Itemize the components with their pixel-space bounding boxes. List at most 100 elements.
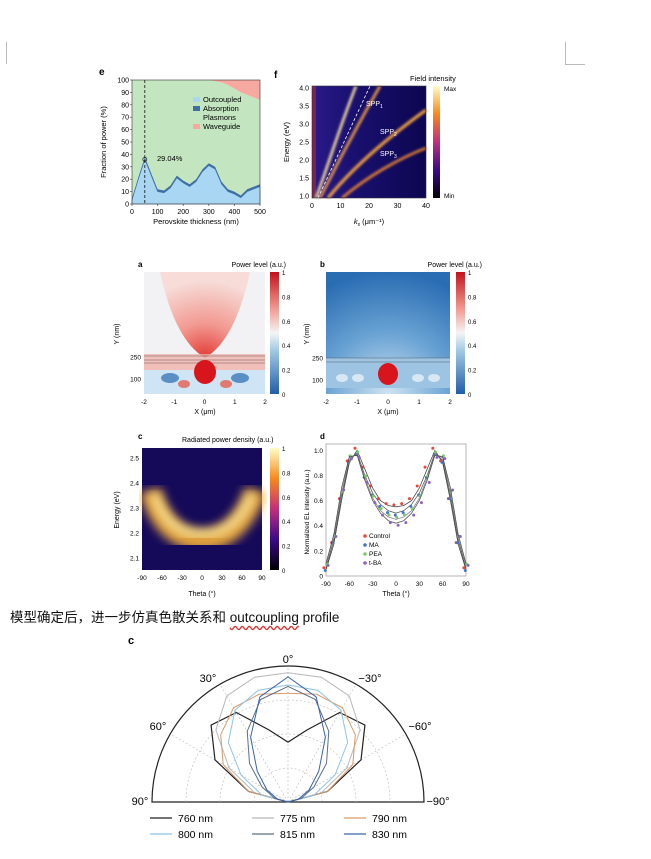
x-tick-label: 0 <box>394 581 398 588</box>
polar-curve-775-nm <box>215 672 361 803</box>
legend-outcoupled: Outcoupled <box>203 95 241 104</box>
colorbar-tick-label: 0.4 <box>282 344 291 350</box>
x-tick-label: 40 <box>422 203 430 210</box>
legend-plasmons: Plasmons <box>203 113 236 122</box>
y-tick-label: 1.0 <box>314 448 323 455</box>
x-tick-label: 0 <box>203 399 207 406</box>
x-tick-label: -90 <box>321 581 331 588</box>
point-t-ba <box>435 455 439 459</box>
y-tick-label: 100 <box>312 378 323 385</box>
figure-d-ylabel: Normalized EL intensity (a.u.) <box>304 469 311 554</box>
figure-e-plot: 0 100 200 300 400 500 0 10 20 30 40 50 60 70 80 90 100 <box>117 78 266 217</box>
x-tick-label: -1 <box>354 399 360 406</box>
point-ma <box>393 513 397 517</box>
y-tick-label: 1.0 <box>299 194 309 201</box>
crop-mark-left <box>6 42 15 64</box>
y-tick-label: 80 <box>121 102 129 109</box>
point-t-ba <box>443 457 447 461</box>
y-tick-label: 4.0 <box>299 86 309 93</box>
x-tick-label: 0 <box>200 575 204 582</box>
figure-f-left-band <box>312 86 316 198</box>
x-tick-label: 10 <box>337 203 345 210</box>
legend-tba: t-BA <box>369 560 382 567</box>
mode-label-spp3: SPP3 <box>380 151 397 160</box>
figure-d-plot <box>322 446 470 572</box>
colorbar-tick-label: 0.6 <box>282 496 291 502</box>
figure-f-ylabel: Energy (eV) <box>282 121 291 162</box>
x-tick-label: 0 <box>130 209 134 216</box>
figure-e-legend: Outcoupled Absorption Plasmons Waveguide <box>193 95 241 131</box>
y-tick-label: 0.6 <box>314 498 323 505</box>
y-tick-label: 2.5 <box>299 140 309 147</box>
point-control <box>400 502 404 506</box>
y-tick-label: 40 <box>121 152 129 159</box>
point-t-ba <box>381 513 385 517</box>
point-pea <box>364 474 368 478</box>
colorbar-tick-label: 0.8 <box>468 295 477 301</box>
figure-f-colorbar <box>433 86 440 198</box>
point-t-ba <box>451 488 455 492</box>
point-t-ba <box>427 480 431 484</box>
x-tick-label: -1 <box>171 399 177 406</box>
light-cone-dashed <box>317 85 371 199</box>
colorbar-tick-label: 0 <box>282 569 286 575</box>
figure-c-top-dispersion-band <box>139 486 267 552</box>
y-tick-label: 100 <box>130 377 141 384</box>
figure-b-colorbar-title: Power level (a.u.) <box>428 262 482 269</box>
figure-a-colorbar <box>270 272 279 394</box>
figure-c-polar: c 0° 30° −30° 60° −60° 90° −90° 760 nm 77… <box>128 635 450 841</box>
figure-e-marker-point <box>142 157 148 162</box>
colorbar-tick-label: 1 <box>468 271 472 277</box>
figure-f: f SPP1 SPP2 SPP3 0 10 20 30 40 1.0 1.5 2.0 2.5 3.… <box>274 70 457 228</box>
y-tick-label: 0.8 <box>314 473 323 480</box>
legend-waveguide: Waveguide <box>203 122 240 131</box>
x-tick-label: 30 <box>394 203 402 210</box>
y-tick-label: 3.0 <box>299 122 309 129</box>
polar-curve-815-nm <box>246 685 330 803</box>
figure-b-layer-lines <box>326 357 450 363</box>
point-t-ba <box>334 535 338 539</box>
x-tick-label: -60 <box>157 575 167 582</box>
y-tick-label: 90 <box>121 90 129 97</box>
colorbar-tick-label: 0.6 <box>282 320 291 326</box>
point-t-ba <box>404 521 408 525</box>
colorbar-tick-label: 1 <box>282 271 286 277</box>
point-ma <box>448 497 452 501</box>
figure-e-xlabel: Perovskite thickness (nm) <box>153 217 239 226</box>
figure-c-top-dispersion-core <box>151 492 255 538</box>
figure-d: d -90 -60 -30 0 30 60 90 1.0 0.8 0.6 0.4 0.2 0 Contr… <box>304 432 470 598</box>
figure-d-legend: Control MA PEA t-BA <box>363 533 391 567</box>
angle-label-minus90: −90° <box>426 796 449 808</box>
x-tick-label: -2 <box>141 399 147 406</box>
y-tick-label: 0 <box>319 574 323 581</box>
polar-curve-800-nm <box>227 684 349 803</box>
legend-ma: MA <box>369 542 379 549</box>
x-tick-label: 30 <box>218 575 226 582</box>
colorbar-tick-label: 0.2 <box>282 369 291 375</box>
point-control <box>392 503 396 507</box>
y-tick-label: 50 <box>121 140 129 147</box>
figure-f-mode-lines <box>314 85 427 199</box>
point-t-ba <box>373 501 377 505</box>
point-pea <box>441 454 445 458</box>
polar-legend-label: 775 nm <box>280 813 315 825</box>
y-tick-label: 2.1 <box>130 556 139 563</box>
colorbar-tick-label: 0.6 <box>468 320 477 326</box>
x-tick-label: 60 <box>439 581 447 588</box>
x-tick-label: -60 <box>345 581 355 588</box>
point-control <box>353 446 357 450</box>
y-tick-label: 70 <box>121 115 129 122</box>
figure-f-colorbar-max: Max <box>444 86 457 93</box>
area-waveguide <box>132 80 260 100</box>
x-tick-label: 2 <box>448 399 452 406</box>
point-control <box>415 484 419 488</box>
x-tick-label: 20 <box>365 203 373 210</box>
colorbar-tick-label: 0.2 <box>468 369 477 375</box>
point-t-ba <box>396 523 400 527</box>
colorbar-tick-label: 0 <box>468 393 472 399</box>
figure-c-top-colorbar-title: Radiated power density (a.u.) <box>182 437 273 444</box>
x-tick-label: -30 <box>368 581 378 588</box>
point-pea <box>410 507 414 511</box>
point-pea <box>434 450 438 454</box>
point-ma <box>386 511 390 515</box>
